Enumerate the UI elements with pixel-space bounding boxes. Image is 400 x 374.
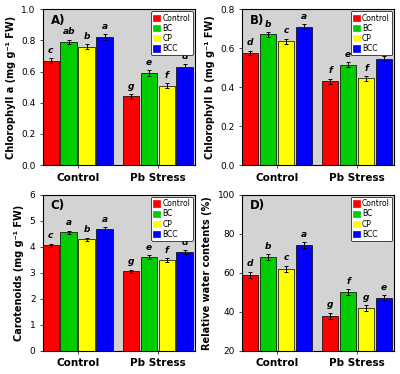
Text: c: c [283,254,289,263]
Bar [158,86,175,165]
Text: e: e [146,243,152,252]
Bar [376,298,392,374]
Bar [340,65,356,165]
Bar [260,34,276,165]
Bar [322,316,338,374]
Text: g: g [327,300,334,309]
Bar [358,78,374,165]
Text: e: e [146,58,152,67]
Bar [78,46,95,165]
Text: a: a [301,12,307,21]
Bar [242,275,258,374]
Text: A): A) [51,14,65,27]
Bar [122,272,139,351]
Bar [358,308,374,374]
Text: a: a [301,230,307,239]
Bar [78,239,95,351]
Legend: Control, BC, CP, BCC: Control, BC, CP, BCC [350,11,392,55]
Text: g: g [128,82,134,91]
Bar [278,269,294,374]
Text: f: f [346,277,350,286]
Bar [296,245,312,374]
Bar [96,229,113,351]
Bar [322,81,338,165]
Bar [242,53,258,165]
Bar [158,260,175,351]
Text: C): C) [51,199,65,212]
Text: c: c [48,46,54,55]
Text: d: d [247,38,253,47]
Text: b: b [83,32,90,41]
Y-axis label: Relative water contents (%): Relative water contents (%) [202,196,212,350]
Bar [376,59,392,165]
Text: d: d [182,237,188,247]
Text: c: c [48,231,54,240]
Legend: Control, BC, CP, BCC: Control, BC, CP, BCC [151,11,193,55]
Bar [60,232,77,351]
Bar [340,292,356,374]
Text: b: b [265,20,271,29]
Bar [42,61,59,165]
Bar [176,252,193,351]
Text: a: a [102,22,108,31]
Y-axis label: Carotenoids (mg g⁻¹ FW): Carotenoids (mg g⁻¹ FW) [14,205,24,341]
Bar [140,73,157,165]
Bar [176,67,193,165]
Legend: Control, BC, CP, BCC: Control, BC, CP, BCC [350,197,392,241]
Bar [278,41,294,165]
Text: B): B) [250,14,264,27]
Bar [42,245,59,351]
Text: e: e [381,44,387,53]
Text: a: a [66,218,72,227]
Bar [96,37,113,165]
Text: b: b [83,225,90,234]
Text: g: g [128,257,134,266]
Text: f: f [165,246,169,255]
Legend: Control, BC, CP, BCC: Control, BC, CP, BCC [151,197,193,241]
Bar [122,96,139,165]
Y-axis label: Chlorophyll b (mg g⁻¹ FW): Chlorophyll b (mg g⁻¹ FW) [205,15,215,159]
Y-axis label: Chlorophyll a (mg g⁻¹ FW): Chlorophyll a (mg g⁻¹ FW) [6,16,16,159]
Text: a: a [102,215,108,224]
Text: f: f [364,64,368,73]
Text: e: e [381,283,387,292]
Bar [140,257,157,351]
Bar [296,27,312,165]
Text: b: b [265,242,271,251]
Text: c: c [283,27,289,36]
Text: g: g [363,292,369,301]
Text: f: f [165,71,169,80]
Text: ab: ab [62,27,75,36]
Bar [260,257,276,374]
Text: e: e [345,50,351,59]
Text: D): D) [250,199,265,212]
Bar [60,42,77,165]
Text: f: f [328,67,332,76]
Text: d: d [247,259,253,268]
Text: d: d [182,52,188,61]
